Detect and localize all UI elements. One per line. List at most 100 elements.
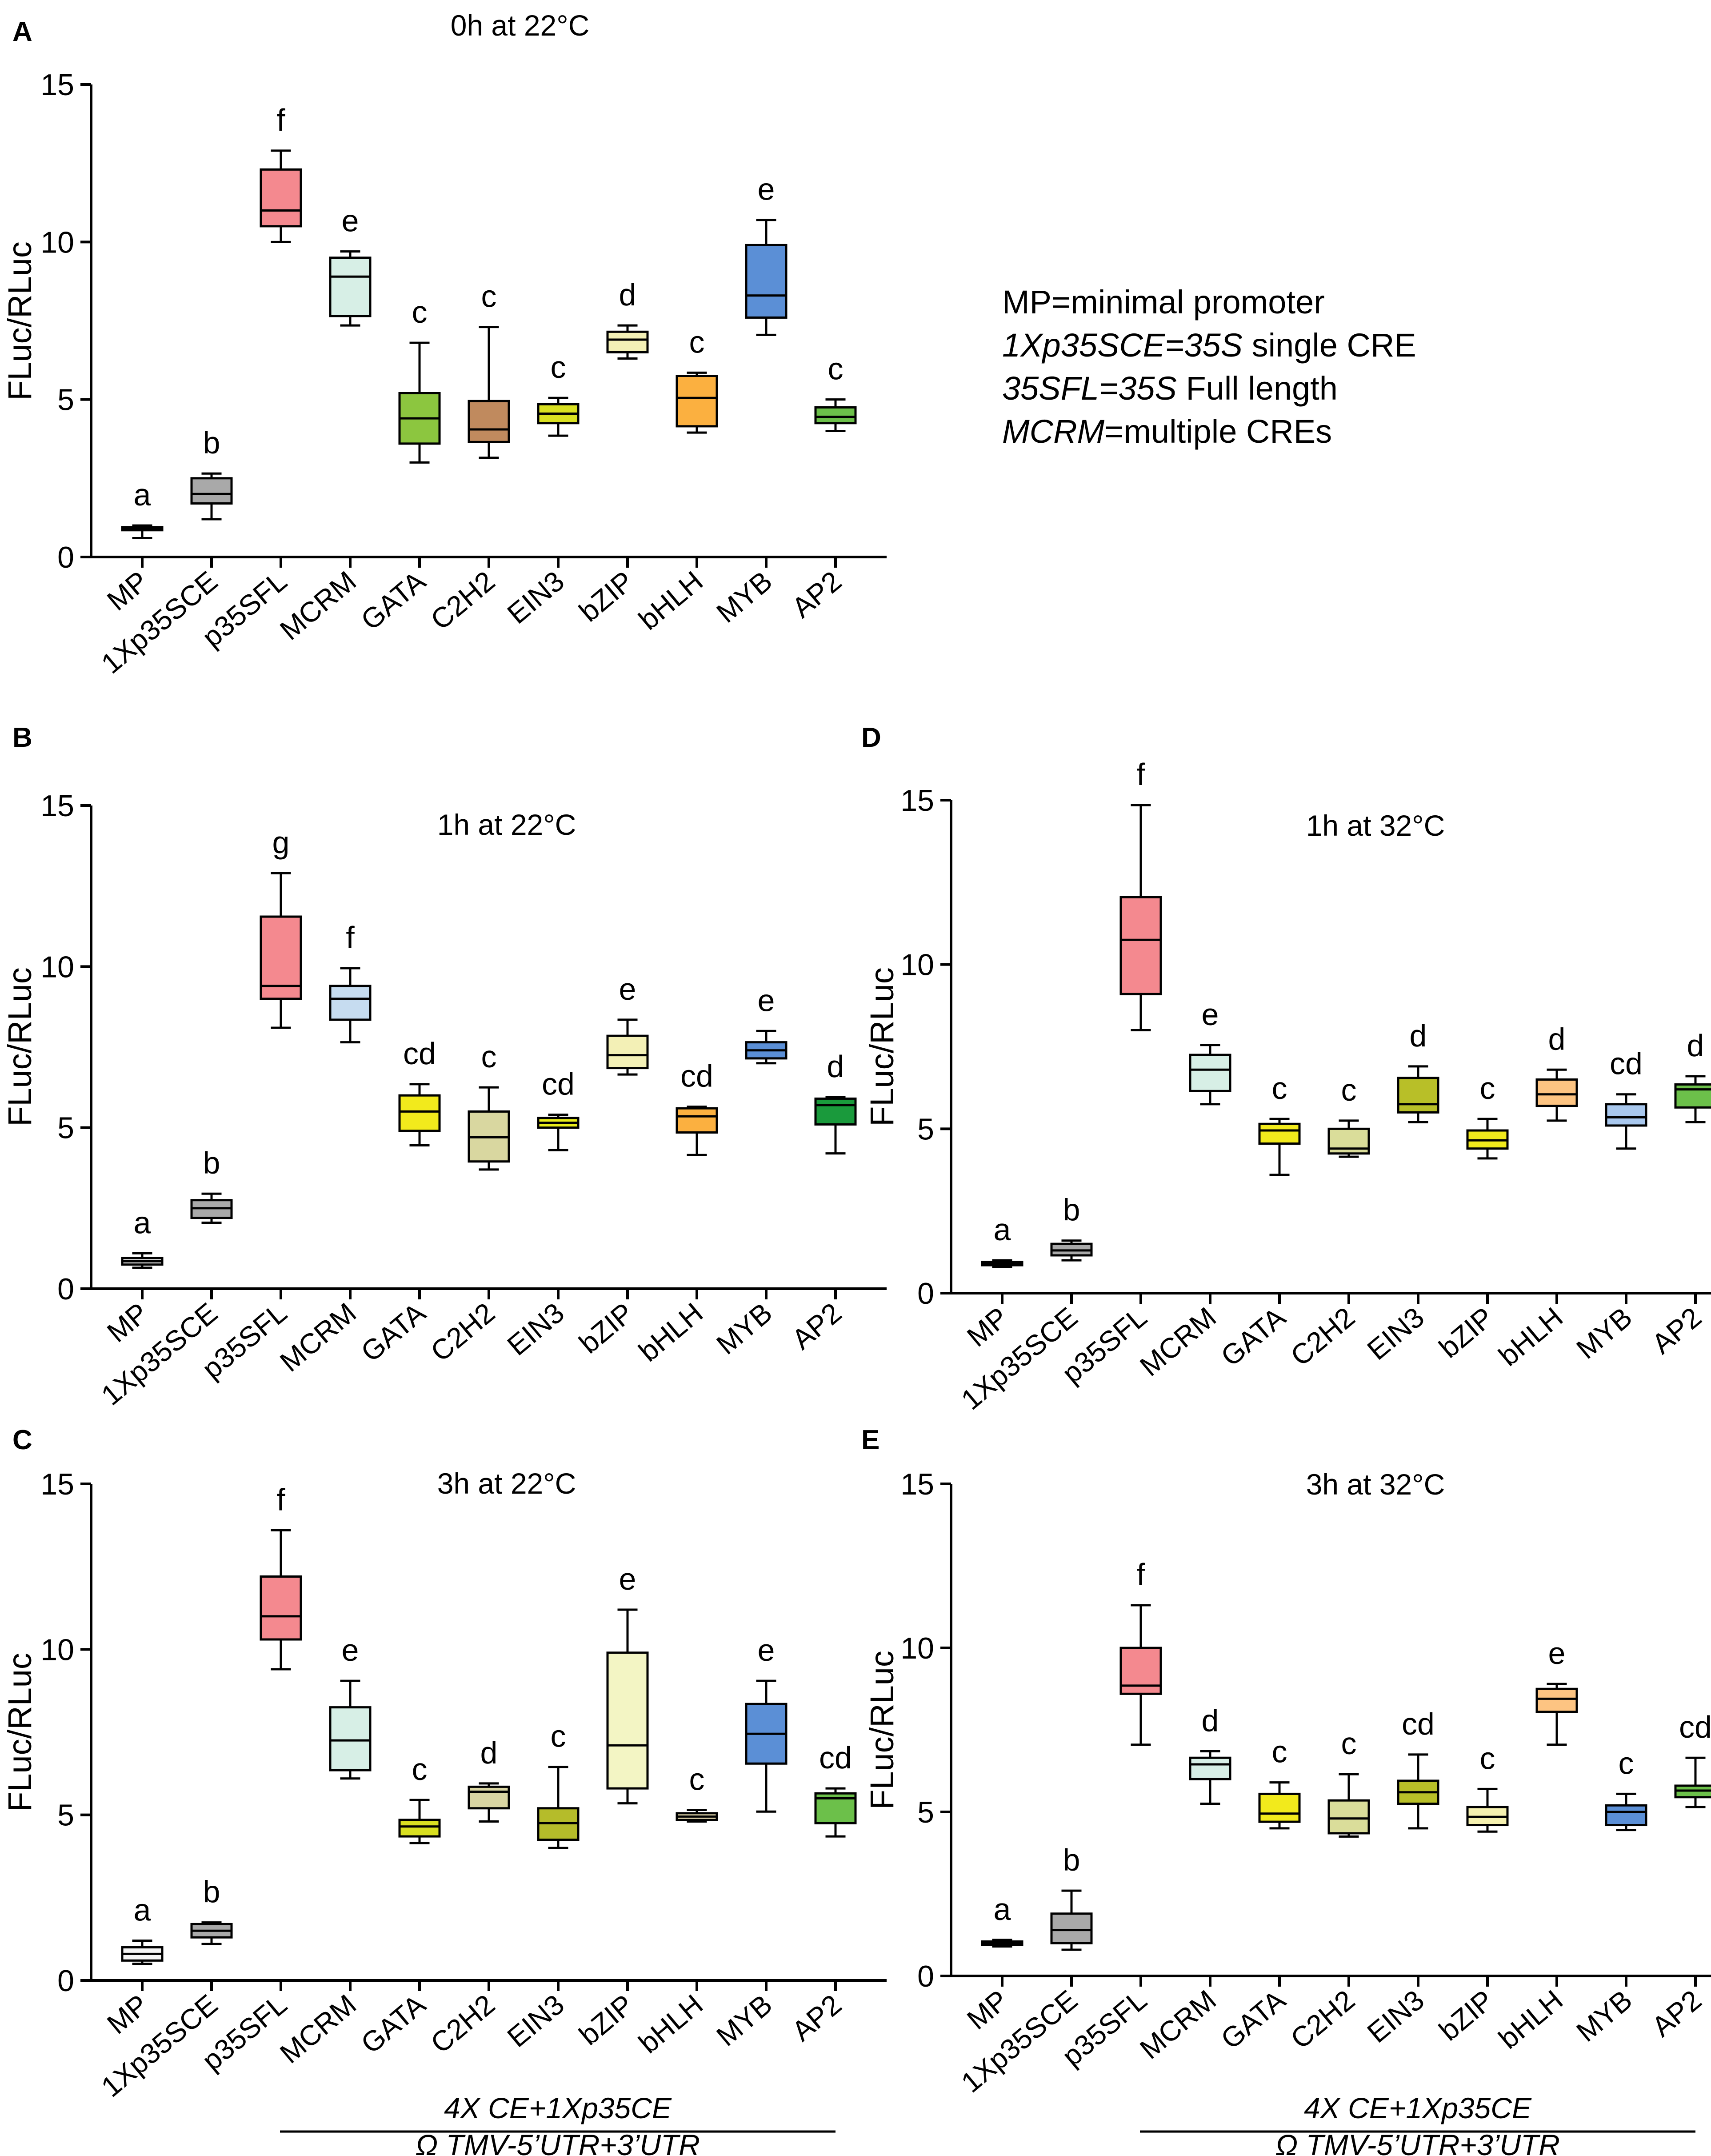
significance-letter: d [480,1735,498,1770]
box-GATA: c [398,1752,441,1844]
box-AP2: cd [814,1740,857,1838]
panel-e: E 3h at 32°CFLuc/RLuc051015MP1Xp35SCEp35… [861,1425,1711,2099]
significance-letter: c [1480,1741,1495,1775]
panel-c: C 3h at 22°CFLuc/RLuc051015MP1Xp35SCEp35… [1,1425,887,2103]
box-bHLH: cd [676,1059,718,1156]
box-bHLH: c [676,325,718,434]
box-body [1535,1687,1578,1713]
significance-letter: b [203,1146,220,1180]
box-p35SFL: g [260,825,302,1029]
box-body [1535,1078,1578,1107]
box-body [468,400,510,443]
y-tick-label: 0 [917,1277,934,1310]
x-tick-label: MYB [1570,1301,1638,1365]
panel-letter: D [861,722,881,753]
y-axis-label: FLuc/RLuc [863,1651,900,1810]
box-body [398,1819,441,1838]
box-MYB: c [1605,1746,1647,1831]
box-body [1674,1083,1711,1109]
significance-letter: cd [1402,1707,1435,1741]
box-body [260,168,302,228]
box-bZIP: e [606,1562,649,1805]
y-axis-label: FLuc/RLuc [1,241,38,401]
box-C2H2: c [1327,1726,1370,1838]
legend-box: MP=minimal promoter 1Xp35SCE=35S single … [1002,284,1416,450]
x-tick-label: GATA [355,1296,432,1368]
box-EIN3: cd [537,1067,580,1151]
box-body [329,985,372,1021]
box-MYB: e [745,1633,788,1813]
y-tick-label: 15 [900,1467,934,1501]
box-AP2: d [814,1049,857,1155]
y-tick-label: 15 [40,1467,74,1501]
y-axis-label: FLuc/RLuc [863,967,900,1126]
box-MCRM: f [329,920,372,1044]
box-EIN3: cd [1397,1707,1439,1830]
y-tick-label: 10 [40,950,74,984]
x-tick-label: MCRM [274,1297,362,1378]
y-tick-label: 10 [40,1633,74,1667]
panel-letter: A [12,16,32,47]
x-tick-label: EIN3 [1361,1301,1430,1367]
x-tick-label: bZIP [573,1297,640,1360]
x-tick-label: C2H2 [1284,1301,1361,1372]
y-tick-label: 15 [40,789,74,823]
x-tick-label: bHLH [1492,1301,1569,1372]
box-C2H2: c [1327,1073,1370,1158]
box-MCRM: e [329,204,372,327]
x-tick-label: EIN3 [501,1988,570,2054]
box-body [260,1575,302,1641]
significance-letter: d [1548,1022,1566,1056]
legend-line-1: MP=minimal promoter [1002,284,1325,321]
chart-title: 1h at 22°C [437,808,576,841]
box-body [1258,1122,1301,1145]
significance-letter: d [619,277,636,312]
box-1Xp35SCE: b [1050,1843,1093,1951]
significance-letter: a [134,477,151,512]
x-tick-label: bHLH [632,1988,709,2060]
box-MP: a [121,1893,164,1965]
x-tick-label: bZIP [1433,1984,1499,2047]
box-MYB: cd [1605,1046,1647,1150]
x-tick-label: bHLH [632,565,709,636]
box-MP: a [981,1212,1023,1268]
panel-letter: B [12,722,32,753]
significance-letter: e [619,972,636,1006]
box-body [814,1792,857,1824]
x-tick-label: AP2 [1646,1984,1707,2043]
legend-line-2: 1Xp35SCE=35S single CRE [1002,327,1416,364]
y-tick-label: 0 [57,541,74,574]
x-tick-label: MCRM [274,565,362,646]
x-tick-label: MCRM [1134,1301,1222,1383]
significance-letter: c [412,295,428,329]
annotation-c: 4X CE+1Xp35CE Ω TMV-5’UTR+3’UTR [280,2092,836,2156]
significance-letter: f [346,920,355,955]
significance-letter: e [342,204,359,238]
box-MYB: e [745,983,788,1065]
x-tick-label: MP [101,1297,154,1349]
chart-title: 3h at 22°C [437,1467,576,1500]
panel-d: D 1h at 32°CFLuc/RLuc051015MP1Xp35SCEp35… [861,722,1711,1416]
y-tick-label: 0 [57,1964,74,1998]
box-MP: a [121,477,164,539]
y-tick-label: 0 [57,1272,74,1306]
y-tick-label: 0 [917,1960,934,1993]
significance-letter: c [1341,1726,1357,1761]
box-AP2: c [814,352,857,433]
significance-letter: e [758,1633,775,1667]
x-tick-label: EIN3 [501,1297,570,1362]
box-body [1258,1792,1301,1823]
box-body [814,406,857,425]
y-tick-label: 10 [900,948,934,982]
box-p35SFL: f [1119,1557,1162,1746]
box-MYB: e [745,172,788,336]
box-1Xp35SCE: b [1050,1193,1093,1262]
y-axis-label: FLuc/RLuc [1,1653,38,1812]
significance-letter: b [203,1875,220,1909]
legend-line-3: 35SFL=35S Full length [1002,370,1338,407]
panel-b: B 1h at 22°CFLuc/RLuc051015MP1Xp35SCEp35… [1,722,887,1411]
y-tick-label: 10 [900,1631,934,1665]
significance-letter: a [994,1892,1011,1927]
box-AP2: d [1674,1028,1711,1124]
significance-letter: b [1063,1193,1080,1227]
